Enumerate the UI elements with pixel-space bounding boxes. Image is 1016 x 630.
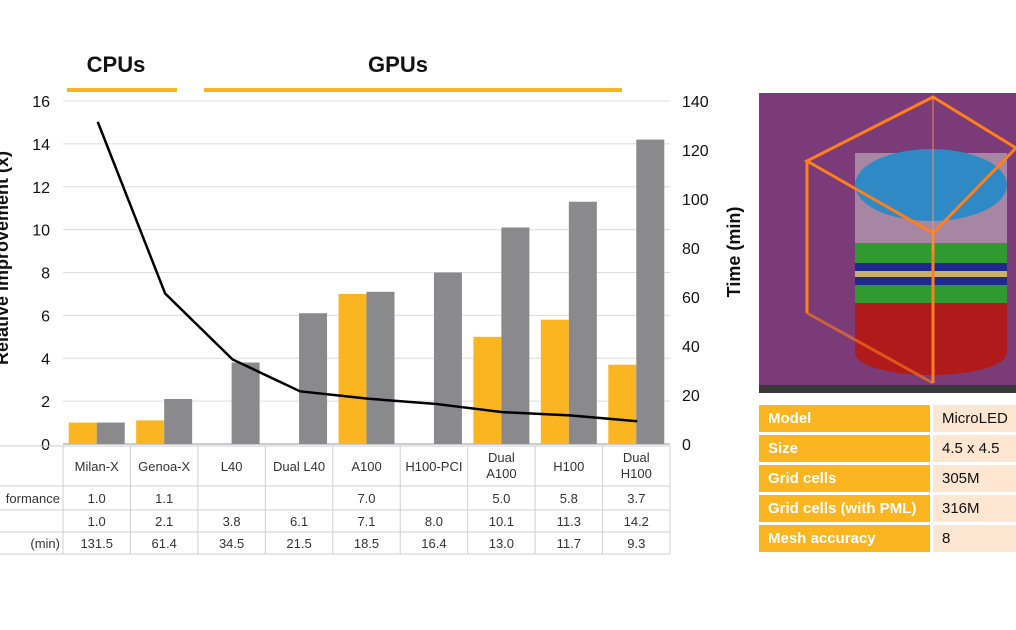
data-label: 5.0 — [492, 491, 510, 506]
spec-value: 316M — [931, 493, 1016, 525]
data-label: 16.4 — [421, 536, 446, 551]
data-label: 21.5 — [286, 536, 311, 551]
data-label: 2.1 — [155, 514, 173, 529]
spec-row: Model MicroLED — [759, 405, 1016, 435]
bar-performance-2 — [231, 362, 260, 444]
category-label: Dual H100 — [621, 450, 652, 481]
spec-row: Grid cells (with PML) 316M — [759, 493, 1016, 525]
bar-performance — [136, 420, 165, 444]
specs-table: Model MicroLED Size 4.5 x 4.5 Grid cells 305M… — [759, 405, 1016, 555]
bar-performance-2 — [501, 227, 530, 444]
data-label: 9.3 — [627, 536, 645, 551]
row-label: formance — [6, 491, 60, 506]
spec-row: Grid cells 305M — [759, 463, 1016, 495]
y-tick-label: 4 — [41, 351, 50, 368]
data-label: 34.5 — [219, 536, 244, 551]
category-label: H100 — [553, 459, 584, 474]
y2-tick-label: 20 — [682, 388, 700, 405]
bar-performance — [68, 422, 97, 444]
group-headers: CPUs GPUs — [67, 52, 622, 92]
data-label: 3.8 — [223, 514, 241, 529]
spec-value: 4.5 x 4.5 — [931, 433, 1016, 465]
time-line-series — [96, 121, 638, 423]
y2-tick-label: 40 — [682, 339, 700, 356]
data-label: 7.1 — [357, 514, 375, 529]
data-label: 3.7 — [627, 491, 645, 506]
data-label: 1.0 — [88, 514, 106, 529]
spec-row: Mesh accuracy 8 — [759, 523, 1016, 555]
bar-performance — [540, 319, 569, 444]
simulation-render — [759, 93, 1016, 393]
data-label: 5.8 — [560, 491, 578, 506]
bar-performance-2 — [366, 291, 395, 444]
y-tick-label: 10 — [32, 223, 50, 240]
y2-axis-title: Time (min) — [724, 207, 744, 298]
spec-value: 8 — [931, 523, 1016, 555]
data-label: 7.0 — [357, 491, 375, 506]
data-label: 11.7 — [557, 536, 581, 551]
data-label: 14.2 — [624, 514, 649, 529]
group-label-cpus: CPUs — [87, 52, 146, 77]
data-label: 8.0 — [425, 514, 443, 529]
row-label: (min) — [30, 536, 60, 551]
data-label: 1.0 — [88, 491, 106, 506]
data-label: 18.5 — [354, 536, 379, 551]
category-label: L40 — [221, 459, 243, 474]
y-tick-label: 2 — [41, 394, 50, 411]
y2-tick-label: 0 — [682, 437, 691, 454]
y-tick-label: 16 — [32, 94, 50, 111]
bar-performance-2 — [96, 422, 125, 444]
data-label: 6.1 — [290, 514, 308, 529]
data-label: 131.5 — [80, 536, 113, 551]
spec-value: 305M — [931, 463, 1016, 495]
spec-key: Grid cells — [759, 463, 933, 495]
spec-row: Size 4.5 x 4.5 — [759, 433, 1016, 465]
y-tick-label: 8 — [41, 266, 50, 283]
category-label: A100 — [351, 459, 381, 474]
category-label: Dual L40 — [273, 459, 325, 474]
data-table: Milan-X Genoa-X L40 Dual L40 A100 H100-PCI Dua… — [0, 445, 671, 555]
spec-key: Size — [759, 433, 933, 465]
bar-performance — [473, 336, 502, 444]
category-label: Dual A100 — [486, 450, 516, 481]
bar-performance-2 — [433, 272, 462, 444]
bars — [68, 139, 665, 444]
bar-performance — [338, 293, 367, 444]
category-label: H100-PCI — [405, 459, 462, 474]
group-label-gpus: GPUs — [368, 52, 428, 77]
y2-tick-label: 60 — [682, 290, 700, 307]
data-label: 13.0 — [489, 536, 514, 551]
data-label: 10.1 — [489, 514, 514, 529]
data-label: 11.3 — [557, 514, 581, 529]
time-line — [96, 121, 638, 423]
data-label: 1.1 — [155, 491, 173, 506]
bar-performance-2 — [568, 201, 597, 444]
bar-performance — [608, 364, 637, 444]
microled-model-icon — [759, 93, 1016, 393]
benchmark-chart: CPUs GPUs 0246810121416020406080100120140… — [0, 52, 744, 555]
y2-tick-label: 100 — [682, 192, 709, 209]
y-tick-label: 6 — [41, 308, 50, 325]
y2-tick-label: 80 — [682, 241, 700, 258]
y2-tick-label: 120 — [682, 143, 709, 160]
y-axis-title: Relative improvement (x) — [0, 151, 12, 365]
bar-performance-2 — [164, 398, 193, 444]
y-tick-label: 12 — [32, 180, 50, 197]
bar-performance-2 — [299, 313, 328, 444]
spec-key: Mesh accuracy — [759, 523, 933, 555]
y2-tick-label: 140 — [682, 94, 709, 111]
data-label: 61.4 — [152, 536, 177, 551]
bar-performance-2 — [636, 139, 665, 444]
spec-value: MicroLED — [931, 405, 1016, 435]
y-tick-label: 14 — [32, 137, 50, 154]
category-label: Milan-X — [75, 459, 119, 474]
spec-key: Model — [759, 405, 933, 435]
axes: 0246810121416020406080100120140Relative … — [0, 94, 744, 454]
category-label: Genoa-X — [138, 459, 190, 474]
spec-key: Grid cells (with PML) — [759, 493, 933, 525]
